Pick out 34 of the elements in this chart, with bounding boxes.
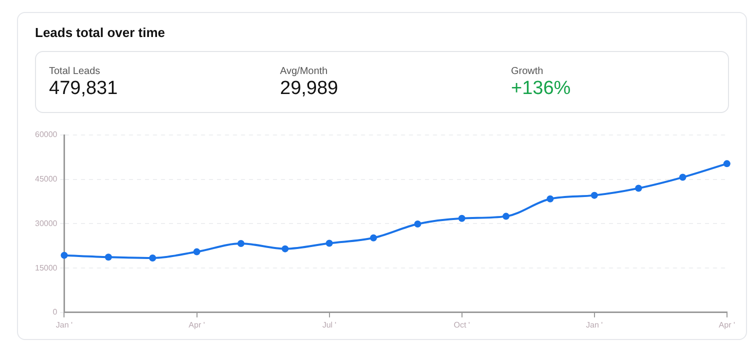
x-tick-label: Oct ' xyxy=(454,320,470,330)
point xyxy=(414,220,422,228)
x-tick-label: Apr ' xyxy=(718,320,736,330)
point xyxy=(723,160,730,168)
y-tick-label: 45000 xyxy=(34,174,58,184)
point xyxy=(282,245,289,252)
x-tick-label: Jan ' xyxy=(56,320,74,330)
point xyxy=(326,240,333,247)
y-tick-label: 0 xyxy=(52,308,58,317)
y-tick-label: 15000 xyxy=(34,263,58,272)
x-tick-label: Apr ' xyxy=(188,320,206,330)
point xyxy=(237,240,244,248)
text: Avg/Month xyxy=(280,66,329,77)
point xyxy=(104,254,112,261)
text: 479,831 xyxy=(49,78,118,100)
point xyxy=(546,195,554,202)
x-tick-label: Jul ' xyxy=(322,320,337,330)
point xyxy=(679,174,686,181)
point xyxy=(458,214,466,222)
x-tick-label: Jan ' xyxy=(586,320,604,330)
point xyxy=(193,248,200,256)
point xyxy=(370,234,377,242)
text: 29,989 xyxy=(280,78,338,100)
point xyxy=(149,254,156,262)
point xyxy=(590,192,598,199)
y-tick-label: 30000 xyxy=(34,218,58,228)
y-tick-label: 60000 xyxy=(34,130,58,140)
point xyxy=(502,212,510,220)
point xyxy=(635,184,642,192)
text: +136% xyxy=(511,78,571,100)
text: Leads total over time xyxy=(35,25,166,40)
text: Growth xyxy=(511,66,544,77)
text: Total Leads xyxy=(49,66,102,77)
point xyxy=(60,252,68,259)
